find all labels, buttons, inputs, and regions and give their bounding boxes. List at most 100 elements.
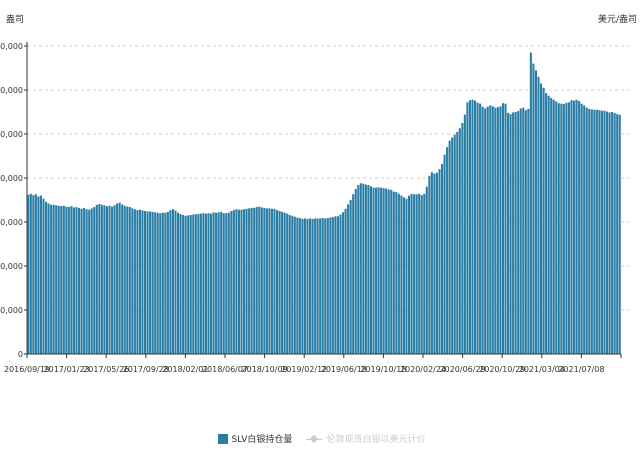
bar[interactable] <box>240 210 242 354</box>
bar[interactable] <box>537 77 539 354</box>
bar[interactable] <box>489 105 491 354</box>
bar[interactable] <box>378 187 380 354</box>
bar[interactable] <box>210 214 212 354</box>
bar[interactable] <box>479 104 481 354</box>
bar[interactable] <box>164 213 166 354</box>
bar[interactable] <box>180 214 182 354</box>
bar[interactable] <box>121 204 123 354</box>
bar[interactable] <box>380 188 382 354</box>
bar[interactable] <box>576 100 578 354</box>
bar[interactable] <box>58 206 60 354</box>
bar[interactable] <box>299 218 301 354</box>
bar[interactable] <box>499 106 501 354</box>
bar[interactable] <box>93 207 95 354</box>
bar[interactable] <box>124 206 126 354</box>
bar[interactable] <box>444 155 446 354</box>
bar[interactable] <box>291 216 293 354</box>
bar[interactable] <box>314 218 316 354</box>
bar[interactable] <box>527 109 529 354</box>
bar[interactable] <box>78 208 80 354</box>
bar[interactable] <box>261 207 263 354</box>
bar[interactable] <box>517 111 519 354</box>
bar[interactable] <box>570 100 572 354</box>
bar[interactable] <box>413 194 415 354</box>
bar[interactable] <box>136 210 138 354</box>
bar[interactable] <box>398 194 400 354</box>
bar[interactable] <box>223 213 225 354</box>
bar[interactable] <box>365 185 367 354</box>
bar[interactable] <box>190 215 192 354</box>
bar[interactable] <box>296 218 298 354</box>
bar[interactable] <box>157 213 159 354</box>
bar[interactable] <box>329 218 331 354</box>
bar[interactable] <box>477 103 479 354</box>
bar[interactable] <box>512 112 514 354</box>
bar[interactable] <box>83 208 85 354</box>
bar[interactable] <box>187 215 189 354</box>
bar[interactable] <box>32 195 34 354</box>
bar[interactable] <box>322 218 324 354</box>
bar[interactable] <box>258 207 260 354</box>
bar[interactable] <box>271 209 273 354</box>
bar[interactable] <box>248 208 250 354</box>
bar[interactable] <box>266 208 268 354</box>
bar[interactable] <box>319 218 321 354</box>
bar[interactable] <box>301 219 303 354</box>
bar[interactable] <box>609 112 611 354</box>
bar[interactable] <box>273 209 275 354</box>
bar[interactable] <box>532 64 534 354</box>
bar[interactable] <box>423 194 425 354</box>
bar[interactable] <box>30 194 32 354</box>
bar[interactable] <box>578 101 580 354</box>
bar[interactable] <box>286 214 288 354</box>
bar[interactable] <box>334 216 336 354</box>
bar[interactable] <box>195 214 197 354</box>
bar[interactable] <box>456 132 458 354</box>
bar[interactable] <box>383 188 385 354</box>
bar[interactable] <box>253 208 255 354</box>
bar[interactable] <box>350 200 352 354</box>
bar[interactable] <box>449 141 451 354</box>
bar[interactable] <box>233 210 235 354</box>
bar[interactable] <box>588 109 590 354</box>
bar[interactable] <box>129 207 131 354</box>
bar[interactable] <box>218 212 220 354</box>
bar[interactable] <box>60 206 62 354</box>
bar[interactable] <box>367 185 369 354</box>
bar[interactable] <box>504 104 506 354</box>
bar[interactable] <box>228 213 230 354</box>
bar[interactable] <box>428 176 430 354</box>
bar[interactable] <box>238 210 240 354</box>
bar[interactable] <box>284 213 286 354</box>
bar[interactable] <box>454 135 456 354</box>
bar[interactable] <box>235 209 237 354</box>
bar[interactable] <box>466 102 468 354</box>
bar[interactable] <box>312 219 314 354</box>
bar[interactable] <box>497 107 499 354</box>
bar[interactable] <box>494 108 496 354</box>
bar[interactable] <box>144 211 146 354</box>
bar[interactable] <box>276 210 278 354</box>
bar[interactable] <box>362 184 364 354</box>
bar[interactable] <box>596 110 598 354</box>
bar[interactable] <box>309 218 311 354</box>
bar[interactable] <box>256 207 258 354</box>
bar[interactable] <box>441 164 443 354</box>
bar[interactable] <box>426 187 428 354</box>
bar[interactable] <box>185 216 187 354</box>
bar[interactable] <box>304 218 306 354</box>
bar[interactable] <box>598 110 600 354</box>
bar[interactable] <box>550 98 552 354</box>
bar[interactable] <box>75 207 77 354</box>
bar[interactable] <box>372 188 374 354</box>
bar[interactable] <box>565 103 567 354</box>
bar[interactable] <box>213 212 215 354</box>
bar[interactable] <box>106 206 108 354</box>
bar[interactable] <box>581 104 583 354</box>
bar[interactable] <box>484 108 486 354</box>
bar[interactable] <box>385 189 387 354</box>
bar[interactable] <box>540 83 542 354</box>
bar[interactable] <box>139 210 141 354</box>
bar[interactable] <box>535 70 537 354</box>
bar[interactable] <box>469 100 471 354</box>
